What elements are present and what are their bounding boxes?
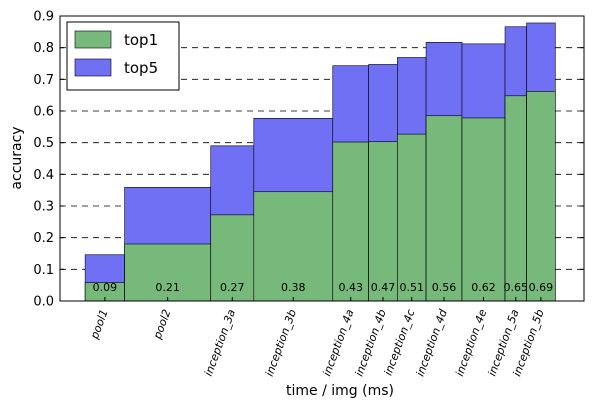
y-tick-label: 0.1 — [33, 263, 54, 278]
legend: top1 top5 — [66, 21, 180, 91]
x-tick-label: inception_4a — [320, 307, 356, 378]
bar-top1 — [368, 141, 398, 302]
x-tick-label: inception_3a — [202, 307, 238, 378]
time-data-label: 0.27 — [220, 281, 245, 294]
x-axis-label: time / img (ms) — [286, 383, 394, 399]
time-data-label: 0.09 — [93, 281, 118, 294]
bar-top1 — [332, 141, 369, 302]
y-tick-label: 0.7 — [33, 73, 54, 88]
y-axis-label: accuracy — [9, 126, 25, 189]
bar-top1 — [504, 95, 527, 302]
legend-swatch-top1 — [74, 30, 112, 49]
time-data-label: 0.51 — [399, 281, 424, 294]
time-data-label: 0.43 — [338, 281, 363, 294]
bars — [84, 22, 556, 302]
time-data-label: 0.38 — [281, 281, 306, 294]
bar-top1 — [253, 191, 334, 302]
bar-top1 — [397, 133, 427, 302]
y-tick-label: 0.8 — [33, 41, 54, 56]
x-tick-label: inception_4d — [414, 307, 451, 379]
x-tick-label: pool2 — [151, 308, 174, 342]
bar-top1 — [124, 243, 212, 302]
legend-swatch-top5 — [74, 58, 112, 77]
x-tick-label: inception_4c — [382, 308, 418, 378]
data-labels: 0.09 0.21 0.27 0.38 0.43 0.47 0.51 0.56 0.62 0.65… — [93, 281, 554, 294]
time-data-label: 0.69 — [529, 281, 554, 294]
time-data-label: 0.47 — [371, 281, 396, 294]
time-data-label: 0.21 — [155, 281, 180, 294]
x-tick-label: inception_3b — [263, 308, 299, 379]
y-tick-label: 0.0 — [33, 295, 54, 310]
bar-top1 — [425, 115, 463, 302]
bar-top1 — [526, 91, 556, 302]
y-axis: 0.0 0.1 0.2 0.3 0.4 0.5 0.6 0.7 0.8 0.9 — [33, 10, 584, 310]
y-tick-label: 0.4 — [33, 168, 54, 183]
bar-top1 — [461, 117, 506, 302]
legend-label-top5: top5 — [124, 59, 158, 77]
legend-label-top1: top1 — [124, 31, 158, 49]
y-tick-label: 0.3 — [33, 200, 54, 215]
y-tick-label: 0.6 — [33, 105, 54, 120]
x-tick-label: pool1 — [88, 308, 111, 342]
time-data-label: 0.62 — [471, 281, 496, 294]
time-data-label: 0.56 — [432, 281, 457, 294]
x-tick-label: inception_4e — [453, 307, 489, 378]
y-tick-label: 0.5 — [33, 136, 54, 151]
y-tick-label: 0.2 — [33, 231, 54, 246]
plot-frame — [59, 15, 585, 302]
time-data-label: 0.65 — [504, 281, 529, 294]
y-tick-label: 0.9 — [33, 10, 54, 25]
x-axis: pool1 pool2 inception_3a inception_3b incept… — [88, 297, 547, 378]
